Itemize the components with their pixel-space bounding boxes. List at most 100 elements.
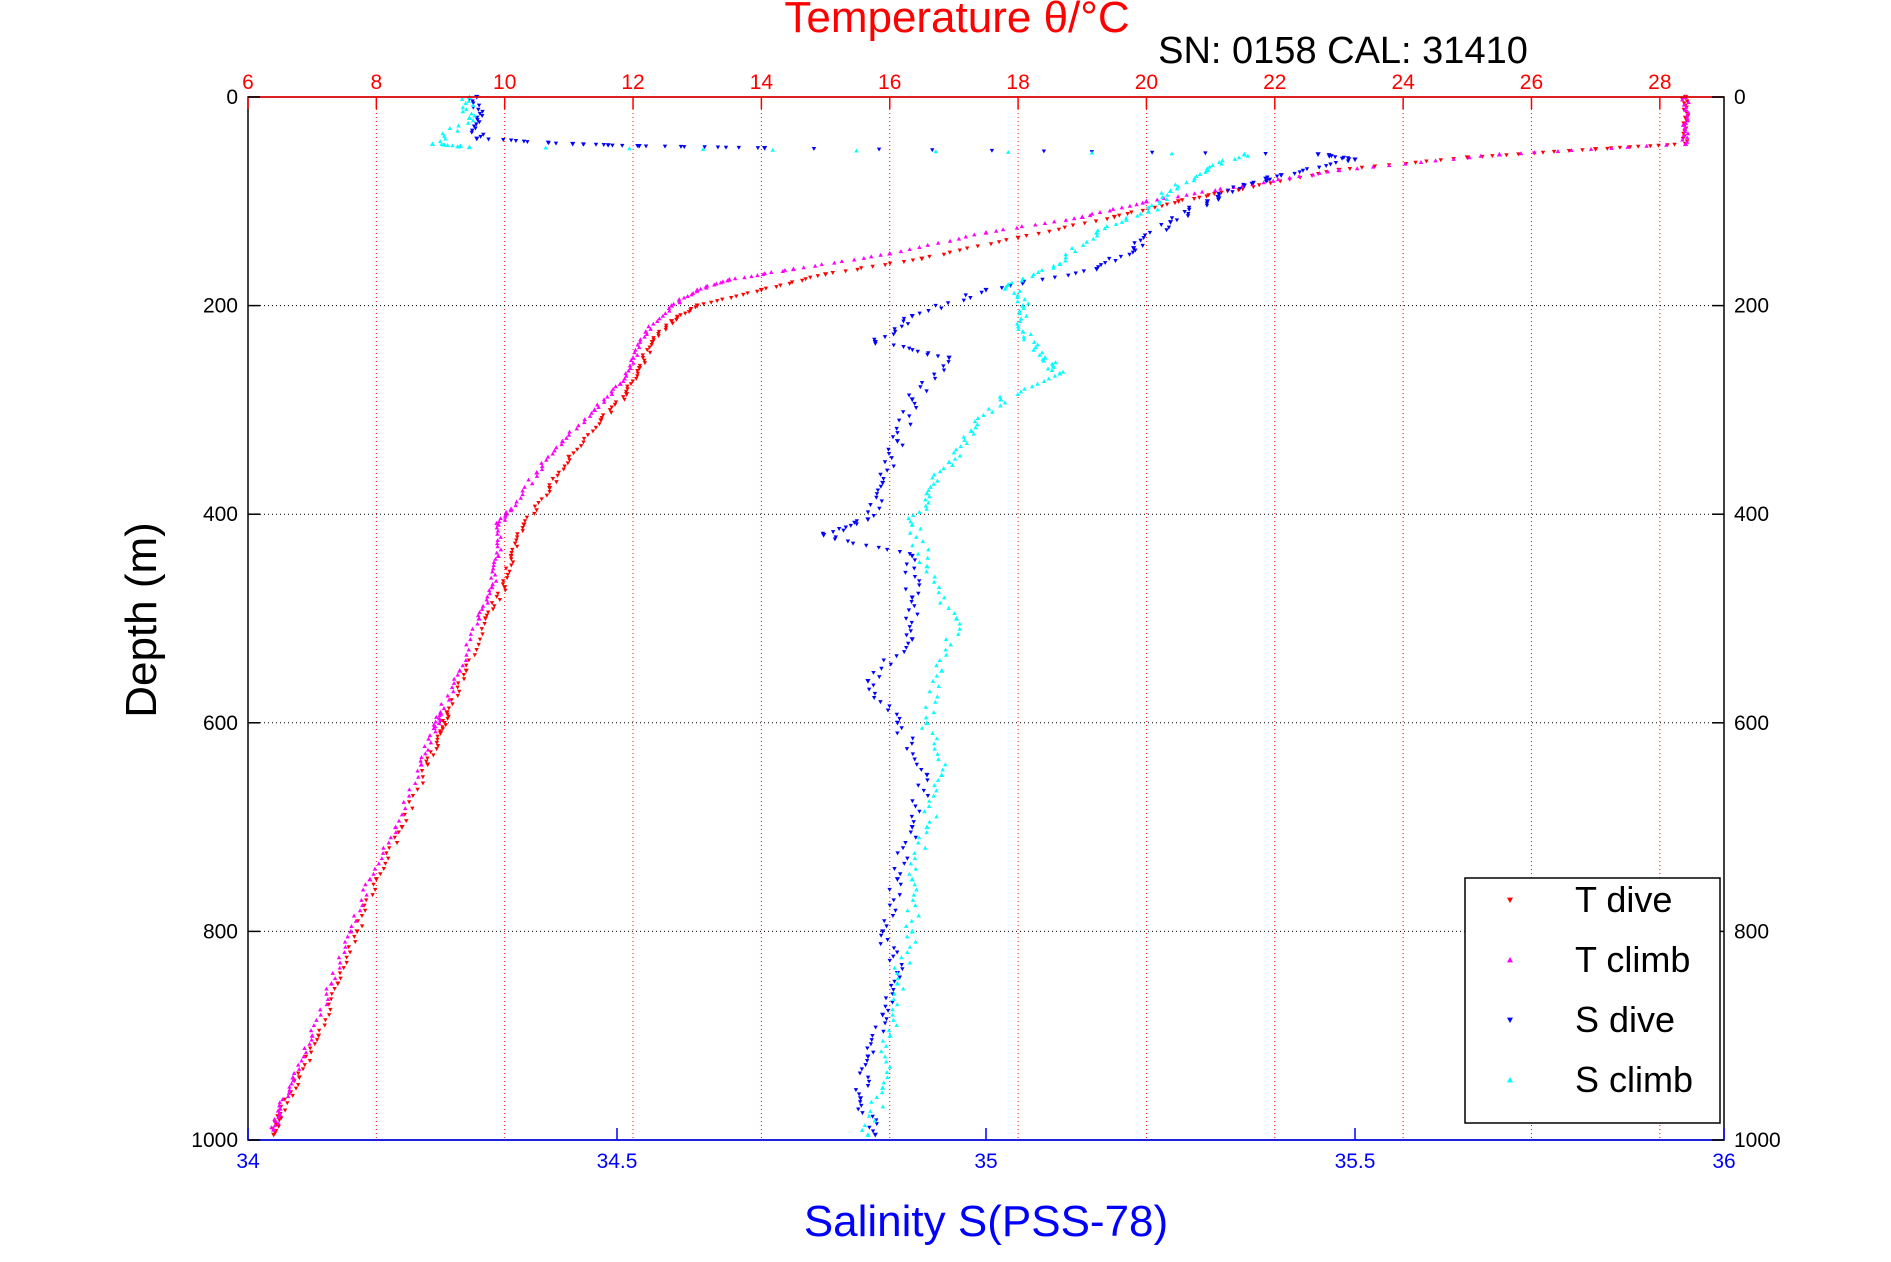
data-point — [678, 144, 684, 149]
data-point — [544, 457, 549, 462]
data-point — [865, 679, 871, 684]
data-point — [463, 101, 468, 106]
data-point — [923, 715, 929, 720]
data-point — [988, 242, 994, 247]
data-point — [413, 781, 418, 786]
data-point — [723, 145, 729, 150]
data-point — [502, 585, 508, 590]
data-point — [939, 772, 945, 778]
data-point — [1019, 278, 1025, 283]
data-point — [476, 615, 482, 621]
data-point — [715, 145, 721, 150]
data-point — [1018, 319, 1023, 324]
data-point — [885, 937, 890, 942]
data-point — [833, 535, 838, 540]
data-point — [1089, 211, 1095, 216]
data-point — [891, 954, 896, 959]
data-point — [1159, 223, 1164, 227]
data-point — [492, 604, 497, 609]
data-point — [870, 1114, 875, 1119]
data-point — [957, 453, 963, 458]
data-point — [485, 610, 491, 615]
data-point — [1036, 231, 1041, 236]
data-point — [1680, 137, 1685, 142]
data-point — [1049, 368, 1055, 373]
data-point — [927, 689, 932, 694]
data-point — [911, 513, 916, 518]
data-point — [1347, 166, 1353, 171]
data-point — [566, 432, 572, 437]
data-point — [282, 1097, 287, 1102]
data-point — [347, 950, 353, 955]
data-point — [402, 812, 407, 817]
data-point — [911, 820, 916, 825]
data-point — [903, 923, 909, 928]
data-point — [700, 147, 706, 152]
data-point — [832, 260, 837, 265]
data-point — [1017, 311, 1022, 316]
data-point — [906, 393, 912, 398]
data-point — [272, 1123, 278, 1128]
data-point — [866, 1079, 872, 1084]
data-point — [871, 670, 876, 675]
data-point — [943, 652, 949, 657]
data-point — [371, 871, 376, 876]
data-point — [778, 283, 783, 288]
data-point — [979, 290, 984, 295]
data-point — [937, 469, 943, 474]
right-tick-label: 200 — [1734, 295, 1769, 318]
data-point — [926, 488, 931, 492]
data-point — [819, 262, 824, 267]
data-point — [468, 637, 473, 642]
data-point — [946, 355, 952, 361]
data-point — [908, 629, 913, 634]
data-point — [915, 612, 920, 617]
data-point — [485, 600, 490, 605]
data-point — [590, 429, 596, 434]
data-point — [763, 286, 769, 291]
data-point — [895, 970, 900, 975]
data-point — [1110, 206, 1116, 211]
data-point — [1204, 194, 1209, 199]
data-point — [884, 1059, 889, 1064]
data-point — [515, 532, 520, 537]
data-point — [635, 352, 640, 357]
data-point — [874, 492, 880, 497]
data-point — [477, 120, 482, 125]
legend-marker — [1507, 1077, 1513, 1083]
data-point — [385, 856, 391, 861]
data-point — [886, 1028, 892, 1033]
data-point — [1186, 207, 1192, 212]
data-point — [1159, 204, 1165, 209]
data-point — [913, 903, 918, 908]
data-point — [939, 668, 945, 673]
data-point — [882, 335, 888, 340]
data-point — [875, 488, 881, 493]
data-point — [466, 115, 472, 120]
data-point — [961, 298, 967, 303]
data-point — [276, 1121, 281, 1126]
data-point — [882, 919, 887, 924]
data-point — [896, 418, 902, 423]
serial-calibration-label: SN: 0158 CAL: 31410 — [1158, 30, 1528, 72]
right-tick-label: 800 — [1734, 920, 1769, 943]
data-point — [887, 1033, 893, 1038]
data-point — [919, 381, 925, 385]
data-point — [891, 898, 896, 903]
data-point — [931, 710, 937, 715]
data-point — [376, 861, 382, 866]
data-point — [1015, 235, 1021, 241]
data-point — [964, 441, 970, 446]
data-point — [471, 101, 476, 106]
data-point — [890, 435, 896, 440]
data-point — [912, 757, 917, 762]
data-point — [914, 887, 919, 892]
data-point — [907, 960, 913, 965]
data-point — [913, 939, 918, 944]
data-point — [843, 269, 848, 274]
data-point — [597, 422, 602, 427]
data-point — [972, 419, 978, 424]
data-point — [1020, 281, 1025, 286]
data-point — [466, 658, 472, 663]
data-point — [566, 454, 572, 460]
